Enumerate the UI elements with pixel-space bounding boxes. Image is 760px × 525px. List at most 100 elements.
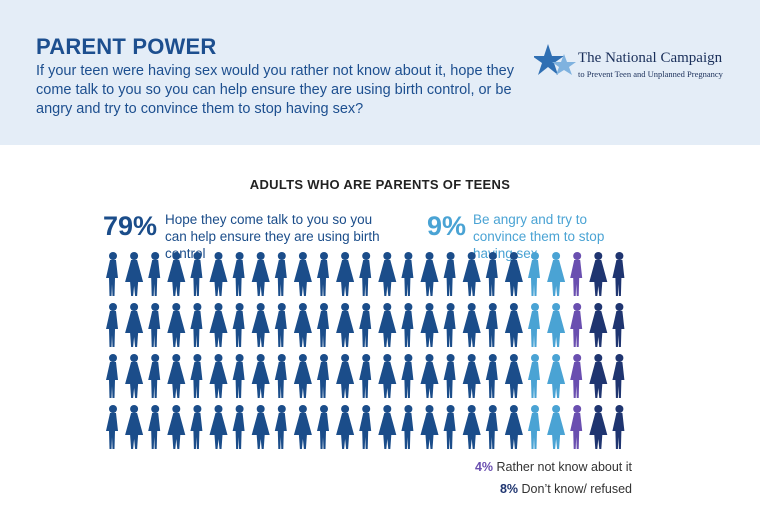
person-icon (462, 354, 481, 398)
person-icon (420, 303, 439, 347)
person-icon (359, 405, 372, 449)
person-icon (293, 303, 312, 347)
person-icon (462, 252, 481, 296)
person-icon (293, 405, 312, 449)
person-icon (125, 303, 144, 347)
person-icon (401, 354, 414, 398)
person-icon (232, 252, 245, 296)
person-icon (401, 252, 414, 296)
person-icon (443, 405, 456, 449)
person-icon (148, 405, 161, 449)
person-icon (612, 252, 625, 296)
person-icon (547, 405, 566, 449)
person-icon (570, 303, 583, 347)
person-icon (106, 252, 118, 296)
person-icon (317, 405, 329, 449)
logo: The National Campaign to Prevent Teen an… (534, 42, 754, 92)
person-icon (190, 405, 203, 449)
person-icon (528, 252, 540, 296)
person-icon (125, 354, 144, 398)
person-icon (232, 405, 245, 449)
person-icon (589, 405, 608, 449)
person-icon (148, 303, 161, 347)
page-title: PARENT POWER (36, 34, 217, 59)
footnote-8-pct: 8% (499, 482, 519, 496)
person-icon (589, 354, 608, 398)
person-icon (317, 354, 329, 398)
person-icon (612, 303, 625, 347)
person-icon (612, 354, 625, 398)
footnote-4-label: Rather not know about it (496, 460, 633, 474)
person-icon (251, 252, 270, 296)
person-icon (528, 354, 540, 398)
person-icon (589, 303, 608, 347)
person-icon (274, 405, 287, 449)
person-icon (106, 303, 118, 347)
person-icon (462, 405, 481, 449)
person-icon (401, 405, 414, 449)
person-icon (485, 354, 498, 398)
person-icon (293, 252, 312, 296)
person-icon (547, 354, 566, 398)
person-icon (420, 405, 439, 449)
person-icon (317, 252, 329, 296)
person-icon (528, 303, 540, 347)
person-icon (528, 405, 540, 449)
person-icon (232, 354, 245, 398)
person-icon (167, 354, 186, 398)
person-icon (209, 303, 228, 347)
footnote-8-label: Don’t know/ refused (521, 482, 632, 496)
person-icon (504, 354, 523, 398)
person-icon (190, 252, 203, 296)
person-icon (378, 405, 397, 449)
person-icon (336, 354, 355, 398)
logo-name: The National Campaign (578, 50, 723, 66)
person-icon (401, 303, 414, 347)
footnote-4-pct: 4% (474, 460, 494, 474)
person-icon (125, 252, 144, 296)
person-icon (148, 354, 161, 398)
person-icon (462, 303, 481, 347)
person-icon (336, 405, 355, 449)
person-icon (209, 405, 228, 449)
star-logo-icon (534, 44, 576, 75)
pct-9: 9% (427, 211, 467, 241)
person-icon (232, 303, 245, 347)
person-icon (209, 354, 228, 398)
person-icon (443, 252, 456, 296)
person-icon (274, 252, 287, 296)
person-icon (209, 252, 228, 296)
person-icon (378, 252, 397, 296)
person-icon (359, 354, 372, 398)
person-icon (336, 252, 355, 296)
person-icon (106, 405, 118, 449)
person-icon (420, 354, 439, 398)
pct-79: 79% (103, 211, 158, 241)
person-icon (359, 252, 372, 296)
label-9: Be angry and try to convince them to sto… (473, 212, 605, 261)
person-icon (504, 252, 523, 296)
chart-subtitle: ADULTS WHO ARE PARENTS OF TEENS (249, 177, 511, 192)
person-icon (251, 405, 270, 449)
person-icon (378, 303, 397, 347)
person-icon (190, 303, 203, 347)
person-icon (504, 405, 523, 449)
person-icon (485, 252, 498, 296)
person-icon (167, 303, 186, 347)
person-icon (317, 303, 329, 347)
person-icon (485, 405, 498, 449)
person-icon (274, 303, 287, 347)
survey-question: If your teen were having sex would you r… (36, 63, 514, 117)
person-icon (190, 354, 203, 398)
label-79: Hope they come talk to you so you can he… (165, 212, 380, 261)
person-icon (274, 354, 287, 398)
person-icon (443, 354, 456, 398)
person-icon (167, 405, 186, 449)
person-icon (570, 354, 583, 398)
logo-tagline: to Prevent Teen and Unplanned Pregnancy (578, 69, 723, 79)
person-icon (251, 354, 270, 398)
person-icon (589, 252, 608, 296)
person-icon (485, 303, 498, 347)
header-panel: PARENT POWER If your teen were having se… (0, 0, 760, 145)
